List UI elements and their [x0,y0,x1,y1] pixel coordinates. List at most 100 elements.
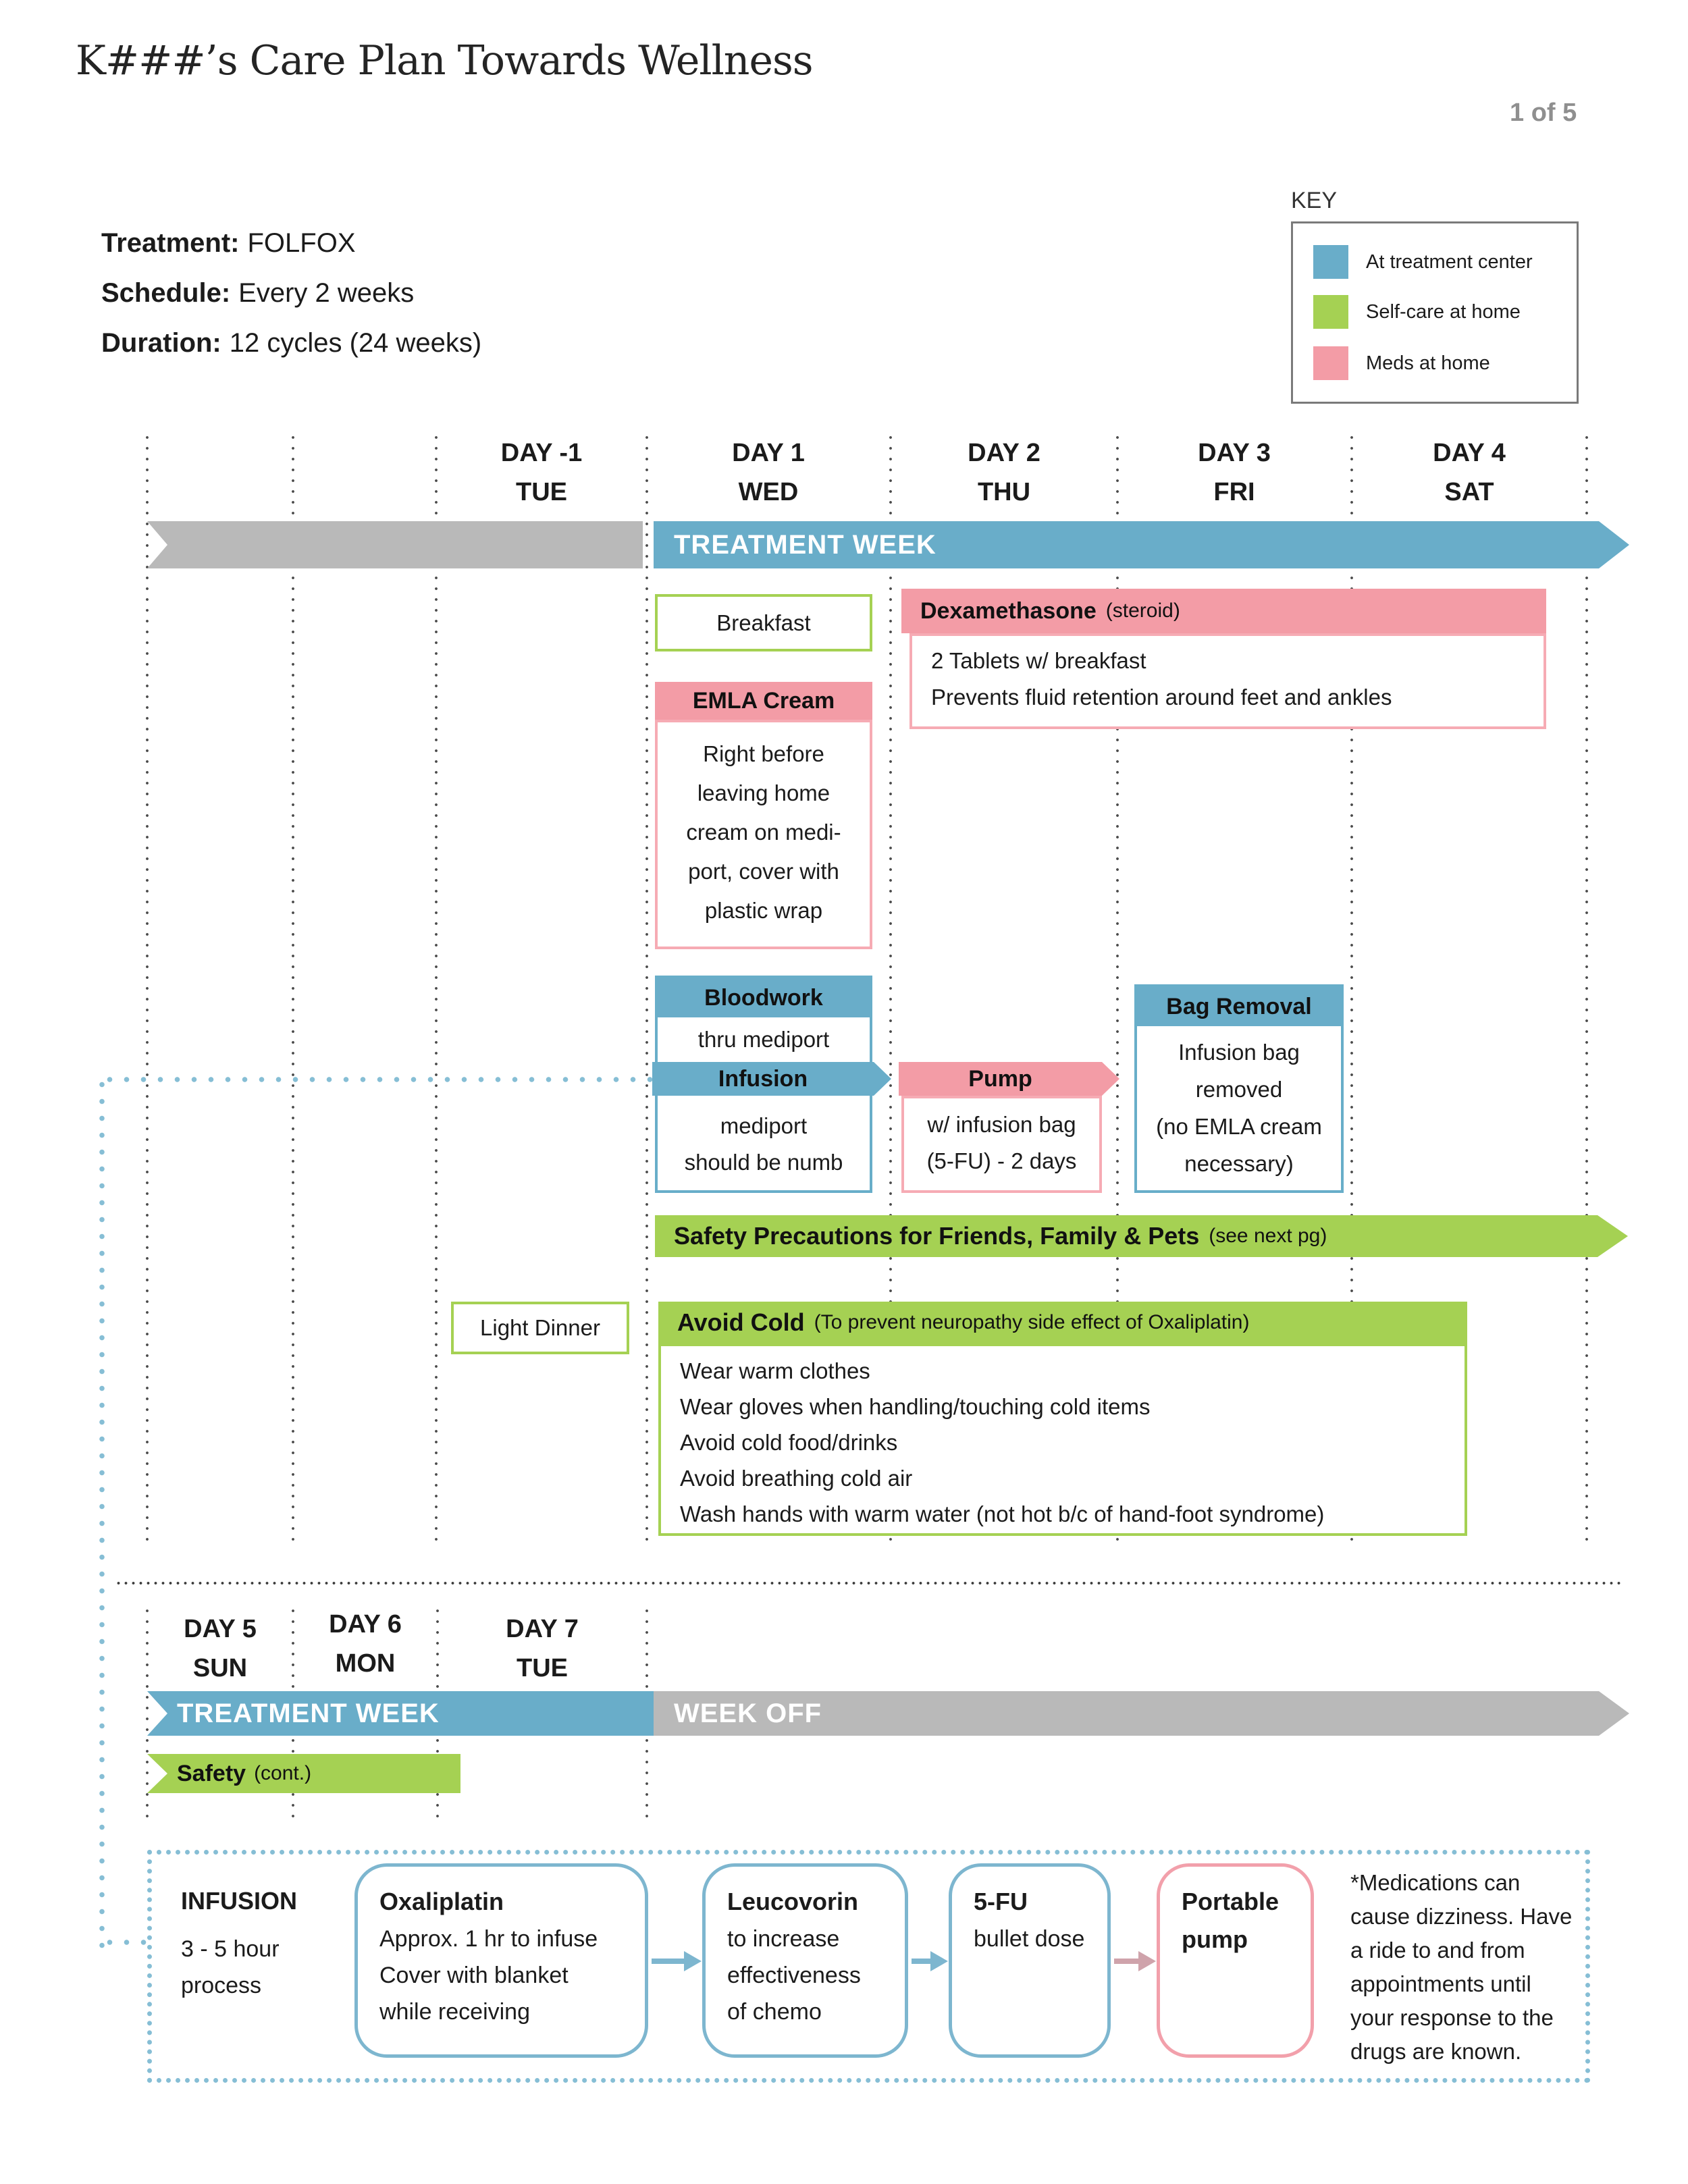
week-off-bar: WEEK OFF [654,1691,1629,1736]
week-off-label: WEEK OFF [674,1698,822,1728]
day-header-dow: MON [335,1649,396,1678]
bag-removal-line: removed [1195,1077,1283,1102]
infusion-line: should be numb [684,1150,843,1175]
key-item-label: Meds at home [1366,352,1490,374]
week-separator [115,1582,1620,1584]
infusion-detail-title: INFUSION [181,1887,298,1915]
key-legend: At treatment center Self-care at home Me… [1291,221,1579,404]
grid-line [645,432,648,1547]
dexamethasone-header: Dexamethasone (steroid) [901,589,1546,633]
medications-note-line: drugs are known. [1350,2039,1522,2064]
treatment-week-label: TREATMENT WEEK [674,529,937,560]
leucovorin-step: Leucovorin to increase effectiveness of … [702,1863,908,2058]
flow-arrow [652,1951,702,1971]
light-dinner-label: Light Dinner [480,1315,600,1340]
medications-note-line: a ride to and from [1350,1938,1525,1963]
duration-label: Duration: [101,328,221,358]
dexamethasone-box: 2 Tablets w/ breakfast Prevents fluid re… [909,633,1546,729]
safety-precautions-label: Safety Precautions for Friends, Family &… [674,1222,1200,1250]
bag-removal-box: Bag Removal Infusion bag removed (no EML… [1134,984,1344,1193]
emla-line: leaving home [697,780,830,805]
grid-line [1350,432,1353,1547]
dexamethasone-line: Prevents fluid retention around feet and… [931,685,1392,710]
day-header-dow: WED [738,478,799,506]
oxaliplatin-step: Oxaliplatin Approx. 1 hr to infuse Cover… [354,1863,648,2058]
pump-line: w/ infusion bag [927,1112,1076,1137]
breakfast-label: Breakfast [716,610,811,635]
day-header-num: DAY 7 [506,1615,579,1643]
portable-pump-step: Portable pump [1157,1863,1314,2058]
day-header-dow: SUN [192,1654,248,1682]
avoid-cold-box: Wear warm clothes Wear gloves when handl… [658,1343,1467,1536]
leucovorin-line: to increase [727,1926,840,1952]
dexamethasone-title: Dexamethasone [920,597,1097,624]
leucovorin-title: Leucovorin [727,1888,859,1915]
key-item-meds: Meds at home [1313,346,1490,380]
grid-line [146,1605,149,1817]
avoid-cold-line: Avoid cold food/drinks [680,1430,898,1455]
dexamethasone-subtitle: (steroid) [1105,600,1180,622]
emla-line: Right before [703,741,824,766]
medications-note-line: appointments until [1350,1971,1531,1996]
leucovorin-line: effectiveness [727,1963,861,1988]
safety-cont-bar: Safety (cont.) [147,1754,460,1793]
day-header-num: DAY 5 [184,1615,257,1643]
emla-cream-title: EMLA Cream [692,687,835,714]
day-header-dow: TUE [516,478,567,506]
day-header-num: DAY 4 [1433,439,1506,467]
bloodwork-title: Bloodwork [704,984,823,1011]
emla-cream-header: EMLA Cream [655,682,872,720]
avoid-cold-header: Avoid Cold (To prevent neuropathy side e… [658,1302,1467,1343]
flow-arrow [1114,1951,1156,1971]
pump-band: Pump [899,1062,1119,1096]
treatment-week-bar: TREATMENT WEEK [654,521,1629,568]
grid-line [1116,432,1119,1547]
key-item-label: At treatment center [1366,250,1533,273]
day-header-num: DAY 3 [1198,439,1271,467]
avoid-cold-subtitle: (To prevent neuropathy side effect of Ox… [814,1311,1250,1333]
schedule-value: Every 2 weeks [238,278,415,308]
previous-week-bar [147,521,643,568]
infusion-detail-subtitle: process [181,1973,262,1998]
blue-swatch-icon [1313,245,1348,279]
grid-line [146,432,149,1547]
bag-removal-line: Infusion bag [1178,1040,1300,1065]
bag-removal-title: Bag Removal [1166,993,1312,1019]
fu-step: 5-FU bullet dose [949,1863,1111,2058]
duration-value: 12 cycles (24 weeks) [229,328,482,358]
safety-precautions-bar: Safety Precautions for Friends, Family &… [655,1215,1628,1257]
grid-line [1585,432,1588,1547]
infusion-title: Infusion [718,1065,808,1092]
oxaliplatin-title: Oxaliplatin [379,1888,504,1915]
day-header-num: DAY -1 [500,439,583,467]
portable-pump-title: Portable pump [1182,1888,1280,1953]
fu-title: 5-FU [974,1888,1028,1915]
emla-cream-box: Right before leaving home cream on medi-… [655,720,872,949]
day-header-dow: TUE [517,1654,568,1682]
fu-line: bullet dose [974,1926,1085,1952]
schedule-row: Schedule: Every 2 weeks [101,278,414,309]
key-title: KEY [1291,188,1338,213]
emla-line: cream on medi- [686,820,841,845]
grid-line [889,432,892,1547]
day-header-dow: THU [977,478,1031,506]
day-header-num: DAY 2 [968,439,1040,467]
safety-cont-note: (cont.) [254,1762,312,1784]
grid-line [435,432,438,1547]
leucovorin-line: of chemo [727,1999,822,2025]
oxaliplatin-line: Cover with blanket [379,1963,569,1988]
bag-removal-line: necessary) [1184,1151,1294,1176]
avoid-cold-line: Avoid breathing cold air [680,1466,913,1491]
grid-line [292,432,294,1547]
avoid-cold-line: Wear gloves when handling/touching cold … [680,1394,1151,1419]
bag-removal-line: (no EMLA cream [1156,1114,1322,1139]
infusion-detail-panel [147,1850,1590,2083]
connector-dotted-line [101,1076,652,1083]
day-header-dow: SAT [1444,478,1494,506]
emla-line: plastic wrap [704,898,823,923]
oxaliplatin-line: Approx. 1 hr to infuse [379,1926,598,1952]
schedule-label: Schedule: [101,278,231,308]
dexamethasone-line: 2 Tablets w/ breakfast [931,648,1146,673]
day-header-num: DAY 6 [329,1610,402,1639]
